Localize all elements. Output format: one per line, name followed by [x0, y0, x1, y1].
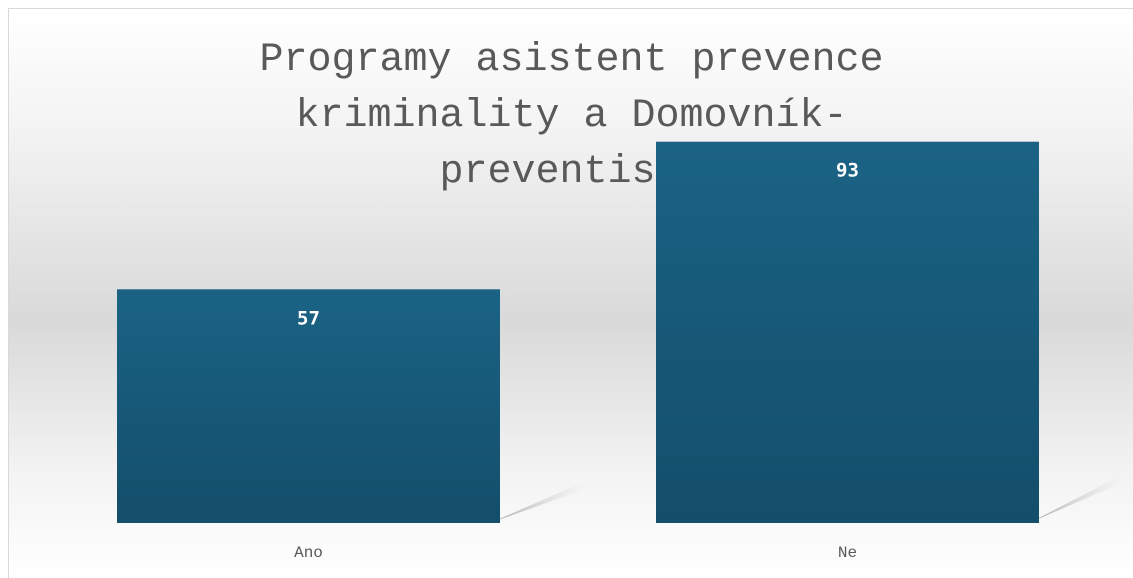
chart-title: Programy asistent prevence kriminality a…	[259, 38, 884, 195]
data-label-ano: 57	[297, 307, 320, 329]
bar-ne	[656, 141, 1039, 523]
bar-ano	[117, 289, 500, 523]
bar-shadow	[1029, 473, 1124, 523]
data-label-ne: 93	[836, 160, 859, 182]
plot-area: 57 93 Ano Ne	[117, 141, 1124, 562]
x-tick-label: Ne	[838, 544, 857, 562]
bar-shadow	[490, 481, 585, 523]
x-tick-label: Ano	[294, 544, 323, 562]
chart-area: Programy asistent prevence kriminality a…	[8, 8, 1133, 578]
